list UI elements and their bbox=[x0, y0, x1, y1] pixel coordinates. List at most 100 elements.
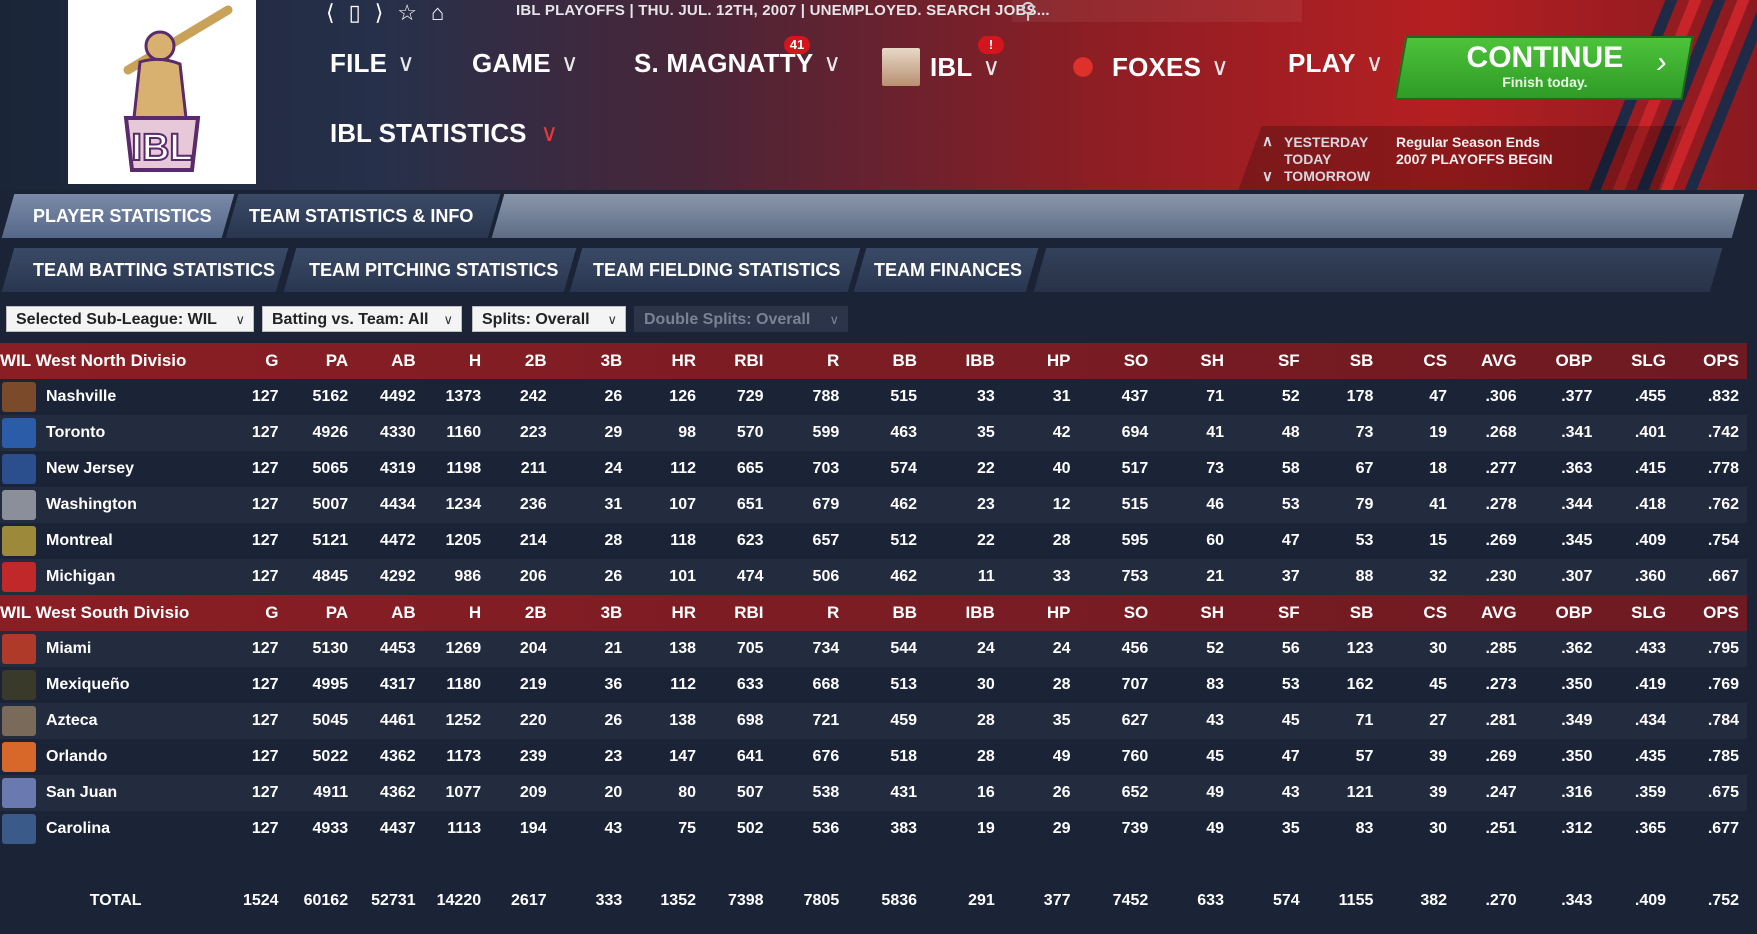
search-icon[interactable]: ⚲ bbox=[1020, 0, 1037, 23]
column-header-2b[interactable]: 2B bbox=[524, 351, 547, 370]
column-header-ab[interactable]: AB bbox=[391, 351, 416, 370]
column-header-2b[interactable]: 2B bbox=[524, 603, 547, 622]
menu-team[interactable]: FOXES ∨ bbox=[1064, 48, 1229, 86]
column-header-obp[interactable]: OBP bbox=[1555, 351, 1593, 370]
column-header-r[interactable]: R bbox=[826, 351, 840, 370]
team-name[interactable]: Orlando bbox=[46, 748, 108, 765]
column-header-avg[interactable]: AVG bbox=[1481, 351, 1517, 370]
table-row[interactable]: Montreal 127 5121 4472 1205 214 28 118 623 657 512… bbox=[0, 523, 1747, 559]
team-name[interactable]: Mexiqueño bbox=[46, 676, 130, 693]
column-header-pa[interactable]: PA bbox=[325, 351, 349, 370]
column-header-cs[interactable]: CS bbox=[1423, 603, 1448, 622]
column-header-hp[interactable]: HP bbox=[1046, 351, 1071, 370]
column-header-slg[interactable]: SLG bbox=[1631, 351, 1667, 370]
column-header-h[interactable]: H bbox=[468, 603, 482, 622]
team-name[interactable]: Nashville bbox=[46, 388, 117, 405]
column-header-rbi[interactable]: RBI bbox=[734, 603, 764, 622]
column-header-hr[interactable]: HR bbox=[671, 603, 696, 622]
column-header-h[interactable]: H bbox=[468, 351, 482, 370]
column-header-ibb[interactable]: IBB bbox=[965, 351, 995, 370]
column-header-r[interactable]: R bbox=[826, 603, 840, 622]
menu-file[interactable]: FILE ∨ bbox=[330, 48, 415, 79]
menu-game[interactable]: GAME ∨ bbox=[472, 48, 579, 79]
column-header-avg[interactable]: AVG bbox=[1481, 603, 1517, 622]
column-header-hr[interactable]: HR bbox=[671, 351, 696, 370]
tomorrow-link[interactable]: TOMORROW bbox=[1284, 168, 1371, 184]
table-row[interactable]: Michigan 127 4845 4292 986 206 26 101 474 506 462 1… bbox=[0, 559, 1747, 595]
star-icon[interactable]: ☆ bbox=[397, 0, 418, 25]
column-header-so[interactable]: SO bbox=[1123, 603, 1149, 622]
yesterday-link[interactable]: YESTERDAY bbox=[1284, 134, 1369, 150]
league-logo[interactable]: IBL bbox=[68, 0, 256, 184]
search-input[interactable] bbox=[1012, 0, 1302, 22]
stat-ops: .675 bbox=[1674, 775, 1747, 811]
chevron-down-icon[interactable]: ∨ bbox=[1262, 168, 1273, 185]
stat-ab: 4434 bbox=[356, 487, 424, 523]
column-header-bb[interactable]: BB bbox=[892, 351, 918, 370]
column-header-sh[interactable]: SH bbox=[1200, 351, 1224, 370]
team-name[interactable]: Miami bbox=[46, 640, 92, 657]
column-header-ops[interactable]: OPS bbox=[1703, 351, 1739, 370]
column-header-g[interactable]: G bbox=[265, 351, 279, 370]
team-name[interactable]: San Juan bbox=[46, 784, 118, 801]
column-header-cs[interactable]: CS bbox=[1423, 351, 1448, 370]
table-row[interactable]: Mexiqueño 127 4995 4317 1180 219 36 112 633 668 51… bbox=[0, 667, 1747, 703]
status-line[interactable]: IBL PLAYOFFS | THU. JUL. 12TH, 2007 | UN… bbox=[516, 2, 1050, 19]
continue-button[interactable]: CONTINUE Finish today. › bbox=[1394, 36, 1694, 100]
column-header-sb[interactable]: SB bbox=[1349, 351, 1374, 370]
table-row[interactable]: New Jersey 127 5065 4319 1198 211 24 112 665 703 5… bbox=[0, 451, 1747, 487]
event-item: 2007 PLAYOFFS BEGIN bbox=[1396, 151, 1553, 167]
team-name[interactable]: Toronto bbox=[46, 424, 106, 441]
team-name[interactable]: New Jersey bbox=[46, 460, 135, 477]
subleague-dropdown[interactable]: Selected Sub-League: WIL ∨ bbox=[6, 306, 254, 332]
division-name[interactable]: WIL West North Divisio bbox=[0, 351, 187, 370]
column-header-hp[interactable]: HP bbox=[1046, 603, 1071, 622]
column-header-sb[interactable]: SB bbox=[1349, 603, 1374, 622]
stat-2b: 223 bbox=[489, 415, 554, 451]
page-icon[interactable]: ▯ bbox=[348, 0, 361, 25]
menu-league[interactable]: IBL ∨ bbox=[882, 48, 1000, 86]
table-row[interactable]: Azteca 127 5045 4461 1252 220 26 138 698 721 459 28… bbox=[0, 703, 1747, 739]
team-name[interactable]: Washington bbox=[46, 496, 137, 513]
forward-icon[interactable]: ⟩ bbox=[374, 0, 384, 25]
column-header-ops[interactable]: OPS bbox=[1703, 603, 1739, 622]
batting-vs-team-dropdown[interactable]: Batting vs. Team: All ∨ bbox=[262, 306, 462, 332]
team-name[interactable]: Azteca bbox=[46, 712, 98, 729]
stat-sh: 41 bbox=[1156, 415, 1232, 451]
menu-manager[interactable]: S. MAGNATTY ∨ bbox=[634, 48, 841, 79]
table-row[interactable]: Orlando 127 5022 4362 1173 239 23 147 641 676 518 2… bbox=[0, 739, 1747, 775]
column-header-so[interactable]: SO bbox=[1123, 351, 1149, 370]
table-row[interactable]: Toronto 127 4926 4330 1160 223 29 98 570 599 463 35… bbox=[0, 415, 1747, 451]
table-row[interactable]: Miami 127 5130 4453 1269 204 21 138 705 734 544 24 2… bbox=[0, 631, 1747, 667]
today-link[interactable]: TODAY bbox=[1284, 151, 1332, 167]
column-header-rbi[interactable]: RBI bbox=[734, 351, 764, 370]
column-header-g[interactable]: G bbox=[265, 603, 279, 622]
chevron-up-icon[interactable]: ∧ bbox=[1262, 133, 1273, 150]
column-header-sf[interactable]: SF bbox=[1277, 351, 1300, 370]
page-title[interactable]: IBL STATISTICS ∨ bbox=[330, 118, 558, 149]
column-header-obp[interactable]: OBP bbox=[1555, 603, 1593, 622]
column-header-bb[interactable]: BB bbox=[892, 603, 918, 622]
table-row[interactable]: San Juan 127 4911 4362 1077 209 20 80 507 538 431 1… bbox=[0, 775, 1747, 811]
division-name[interactable]: WIL West South Divisio bbox=[0, 603, 190, 622]
back-icon[interactable]: ⟨ bbox=[326, 0, 335, 25]
column-header-3b[interactable]: 3B bbox=[600, 603, 623, 622]
team-name[interactable]: Montreal bbox=[46, 532, 113, 549]
column-header-ibb[interactable]: IBB bbox=[965, 603, 995, 622]
column-header-sh[interactable]: SH bbox=[1200, 603, 1224, 622]
menu-play[interactable]: PLAY ∨ bbox=[1288, 48, 1384, 79]
table-row[interactable]: Carolina 127 4933 4437 1113 194 43 75 502 536 383 1… bbox=[0, 811, 1747, 847]
column-header-ab[interactable]: AB bbox=[391, 603, 416, 622]
column-header-sf[interactable]: SF bbox=[1277, 603, 1300, 622]
team-name[interactable]: Michigan bbox=[46, 568, 116, 585]
splits-dropdown[interactable]: Splits: Overall ∨ bbox=[472, 306, 626, 332]
team-logo-icon bbox=[2, 742, 36, 772]
column-header-slg[interactable]: SLG bbox=[1631, 603, 1667, 622]
stat-hr: 98 bbox=[630, 415, 704, 451]
table-row[interactable]: Washington 127 5007 4434 1234 236 31 107 651 679 4… bbox=[0, 487, 1747, 523]
column-header-3b[interactable]: 3B bbox=[600, 351, 623, 370]
team-name[interactable]: Carolina bbox=[46, 820, 111, 837]
home-icon[interactable]: ⌂ bbox=[431, 0, 445, 25]
table-row[interactable]: Nashville 127 5162 4492 1373 242 26 126 729 788 51… bbox=[0, 379, 1747, 415]
column-header-pa[interactable]: PA bbox=[325, 603, 349, 622]
